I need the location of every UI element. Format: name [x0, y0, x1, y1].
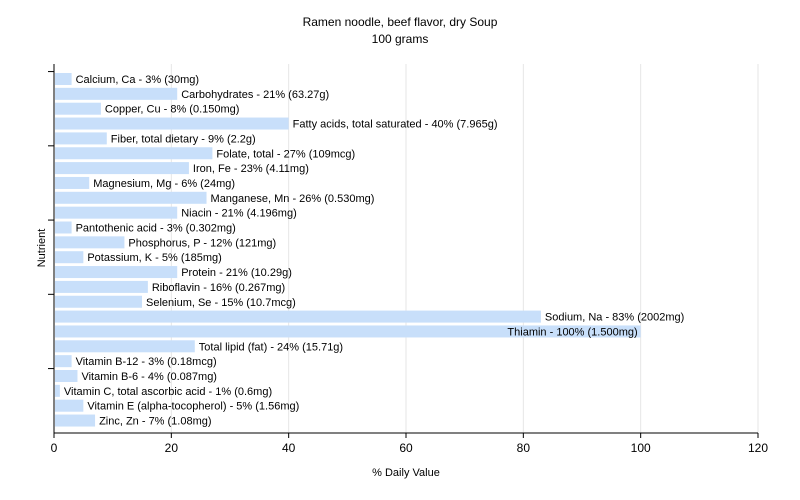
bar	[55, 310, 541, 323]
bar	[55, 340, 195, 353]
bar	[55, 325, 641, 338]
bar	[55, 266, 178, 279]
bar	[55, 102, 101, 115]
x-tick-label: 100	[631, 441, 651, 455]
bar-label: Fiber, total dietary - 9% (2.2g)	[111, 133, 256, 145]
bar	[55, 132, 107, 145]
bar-label: Protein - 21% (10.29g)	[181, 267, 292, 279]
bar-label: Zinc, Zn - 7% (1.08mg)	[99, 416, 211, 428]
bar	[55, 414, 96, 427]
bar	[55, 221, 72, 234]
bar-label: Calcium, Ca - 3% (30mg)	[76, 74, 199, 86]
y-axis-title: Nutrient	[36, 229, 48, 268]
bar	[55, 191, 207, 204]
bar-label: Fatty acids, total saturated - 40% (7.96…	[293, 119, 498, 131]
bar-label: Copper, Cu - 8% (0.150mg)	[105, 104, 240, 116]
chart-subtitle: 100 grams	[371, 32, 429, 46]
axes: 0 20 40 60 80 100 120	[48, 64, 768, 455]
chart-title: Ramen noodle, beef flavor, dry Soup	[302, 15, 498, 29]
bar	[55, 355, 72, 368]
bar-label: Manganese, Mn - 26% (0.530mg)	[211, 193, 375, 205]
bar-label: Carbohydrates - 21% (63.27g)	[181, 89, 329, 101]
bar-label: Riboflavin - 16% (0.267mg)	[152, 282, 285, 294]
x-axis-title: % Daily Value	[372, 467, 440, 479]
bar-label: Selenium, Se - 15% (10.7mcg)	[146, 297, 296, 309]
bar-label: Vitamin E (alpha-tocopherol) - 5% (1.56m…	[87, 401, 299, 413]
x-tick-label: 40	[282, 441, 296, 455]
bar	[55, 295, 142, 308]
x-tick-label: 120	[748, 441, 768, 455]
bar-label: Vitamin C, total ascorbic acid - 1% (0.6…	[64, 386, 272, 398]
bar-label: Folate, total - 27% (109mcg)	[216, 148, 355, 160]
bar-label: Potassium, K - 5% (185mg)	[87, 252, 222, 264]
bar	[55, 162, 189, 175]
bar	[55, 384, 60, 397]
bars: Calcium, Ca - 3% (30mg) Carbohydrates - 2…	[55, 73, 684, 428]
bar-label: Total lipid (fat) - 24% (15.71g)	[199, 341, 343, 353]
bar	[55, 236, 125, 249]
bar	[55, 87, 178, 100]
bar	[55, 206, 178, 219]
bar	[55, 73, 72, 85]
chart-title-block: Ramen noodle, beef flavor, dry Soup 100 …	[0, 14, 800, 48]
bar-label: Thiamin - 100% (1.500mg)	[507, 326, 637, 338]
bar-label: Vitamin B-6 - 4% (0.087mg)	[81, 371, 217, 383]
bar	[55, 399, 84, 412]
bar-label: Sodium, Na - 83% (2002mg)	[545, 312, 684, 324]
bar-label: Phosphorus, P - 12% (121mg)	[128, 237, 276, 249]
bar	[55, 176, 90, 189]
bar	[55, 280, 148, 293]
bar-label: Niacin - 21% (4.196mg)	[181, 208, 297, 220]
bar-label: Pantothenic acid - 3% (0.302mg)	[76, 223, 236, 235]
bar-label: Iron, Fe - 23% (4.11mg)	[193, 163, 309, 175]
x-tick-label: 80	[517, 441, 531, 455]
bar	[55, 147, 213, 160]
bar	[55, 117, 289, 130]
bar	[55, 370, 78, 382]
bar-label: Vitamin B-12 - 3% (0.18mcg)	[76, 356, 217, 368]
x-tick-label: 20	[165, 441, 179, 455]
bar	[55, 251, 84, 264]
x-tick-label: 60	[399, 441, 413, 455]
bar-label: Magnesium, Mg - 6% (24mg)	[93, 178, 235, 190]
x-tick-label: 0	[51, 441, 58, 455]
